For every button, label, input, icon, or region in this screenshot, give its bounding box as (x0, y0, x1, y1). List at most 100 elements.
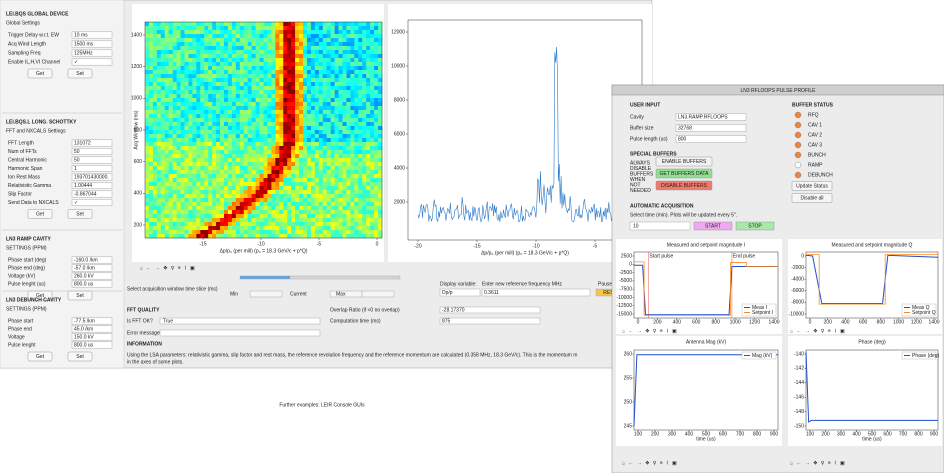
heat-cell (323, 70, 327, 74)
heat-cell (236, 66, 240, 70)
heat-cell (260, 162, 264, 166)
heat-cell (200, 234, 204, 238)
heat-cell (323, 30, 327, 34)
heat-cell (279, 34, 283, 38)
heat-cell (311, 182, 315, 186)
field-label: Send Data to NXCALS (8, 200, 59, 206)
heat-cell (153, 86, 157, 90)
status-led (795, 112, 801, 118)
heat-cell (216, 194, 220, 198)
heat-cell (260, 54, 264, 58)
heat-cell (256, 178, 260, 182)
heat-cell (185, 34, 189, 38)
heat-cell (169, 130, 173, 134)
heat-cell (169, 134, 173, 138)
heat-cell (350, 174, 354, 178)
heat-cell (165, 142, 169, 146)
heat-cell (224, 158, 228, 162)
heat-cell (295, 230, 299, 234)
heat-cell (220, 198, 224, 202)
heat-cell (271, 226, 275, 230)
slider-fill (240, 276, 290, 279)
heat-cell (240, 94, 244, 98)
heat-cell (236, 234, 240, 238)
heat-cell (181, 102, 185, 106)
heat-cell (370, 94, 374, 98)
heat-cell (291, 94, 295, 98)
heat-cell (212, 126, 216, 130)
heat-cell (358, 190, 362, 194)
heat-cell (374, 62, 378, 66)
heat-cell (181, 38, 185, 42)
heat-cell (196, 34, 200, 38)
heat-cell (350, 138, 354, 142)
heat-cell (346, 78, 350, 82)
y-tick-label: -6000 (791, 288, 804, 294)
heat-cell (200, 34, 204, 38)
heat-cell (244, 94, 248, 98)
heat-cell (335, 234, 339, 238)
heat-cell (303, 98, 307, 102)
heat-cell (188, 62, 192, 66)
heat-cell (181, 198, 185, 202)
heat-cell (279, 154, 283, 158)
heat-cell (271, 162, 275, 166)
heat-cell (220, 98, 224, 102)
heat-cell (370, 114, 374, 118)
heat-cell (319, 174, 323, 178)
heat-cell (291, 114, 295, 118)
heat-cell (271, 66, 275, 70)
heat-cell (220, 42, 224, 46)
heat-cell (299, 62, 303, 66)
heat-cell (378, 46, 382, 50)
heat-cell (264, 42, 268, 46)
heat-cell (145, 58, 149, 62)
heat-cell (287, 162, 291, 166)
field-value: 800.0 us (74, 281, 94, 287)
heat-cell (279, 214, 283, 218)
heat-cell (220, 62, 224, 66)
heat-cell (224, 230, 228, 234)
heat-cell (323, 90, 327, 94)
heat-cell (157, 30, 161, 34)
heat-cell (212, 170, 216, 174)
heat-cell (303, 146, 307, 150)
heat-cell (244, 214, 248, 218)
heat-cell (323, 230, 327, 234)
heat-cell (173, 58, 177, 62)
heat-cell (350, 106, 354, 110)
heat-cell (319, 110, 323, 114)
heat-cell (228, 86, 232, 90)
heat-cell (362, 106, 366, 110)
heat-cell (192, 230, 196, 234)
heat-cell (283, 166, 287, 170)
heat-cell (216, 206, 220, 210)
heat-cell (169, 194, 173, 198)
heat-cell (339, 146, 343, 150)
heat-cell (153, 234, 157, 238)
heat-cell (378, 210, 382, 214)
heat-cell (200, 62, 204, 66)
heat-cell (374, 26, 378, 30)
heat-cell (236, 122, 240, 126)
heat-cell (315, 110, 319, 114)
heat-cell (354, 90, 358, 94)
field-label: Error message (127, 330, 160, 336)
combo (630, 222, 690, 230)
heat-cell (339, 78, 343, 82)
heat-cell (220, 58, 224, 62)
heat-cell (173, 190, 177, 194)
heat-cell (343, 226, 347, 230)
heat-cell (200, 146, 204, 150)
heat-cell (303, 174, 307, 178)
heat-cell (169, 214, 173, 218)
heat-cell (208, 158, 212, 162)
heat-cell (224, 170, 228, 174)
heat-cell (327, 58, 331, 62)
heat-cell (315, 122, 319, 126)
heat-cell (350, 234, 354, 238)
button-label: Set (76, 354, 84, 360)
heat-cell (232, 106, 236, 110)
heat-cell (283, 134, 287, 138)
heat-cell (287, 206, 291, 210)
